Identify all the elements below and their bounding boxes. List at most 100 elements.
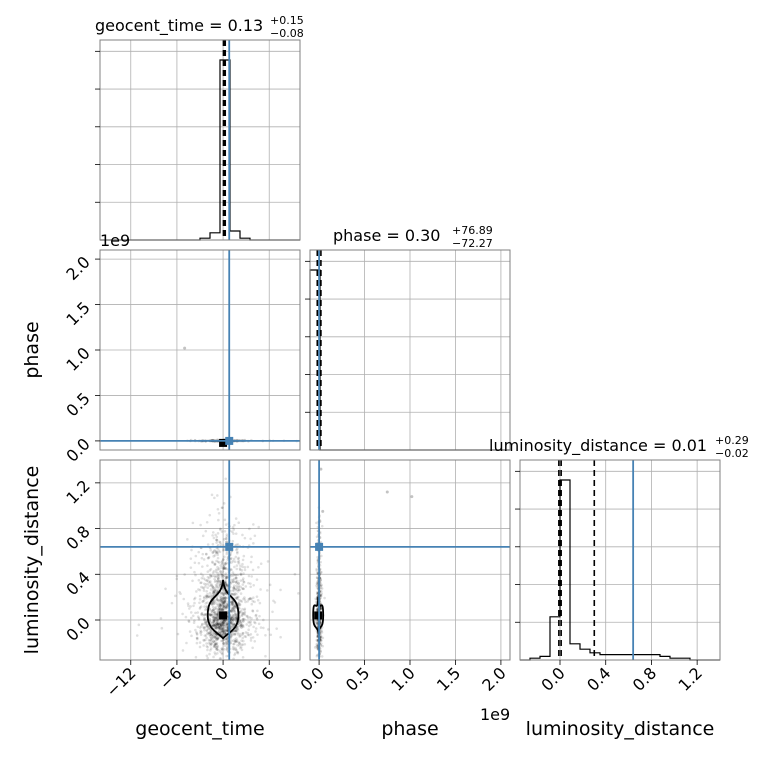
panel-geocent-ld-sample-point <box>242 597 245 601</box>
panel-geocent-ld-sample-point <box>219 623 223 627</box>
panel-geocent-ld-sample-point <box>215 616 219 620</box>
panel-geocent-ld-sample-point <box>232 657 235 661</box>
panel-geocent-ld-sample-point <box>200 630 203 634</box>
panel-geocent-ld-sample-point <box>241 587 245 591</box>
panel-geocent-ld-sample-point <box>204 620 208 624</box>
panel-geocent-ld-sample-point <box>220 599 223 603</box>
panel-geocent-ld-sample-point <box>223 566 227 570</box>
panel-geocent-ld-sample-point <box>216 648 220 652</box>
panel-geocent-ld-sample-point <box>202 558 206 561</box>
panel-geocent-ld-sample-point <box>200 585 203 589</box>
panel-geocent-phase-outlier-point <box>183 346 187 350</box>
geocent-time-x-tick-label: −6 <box>156 663 186 693</box>
panel-geocent-ld-sample-point <box>225 585 228 588</box>
panel-geocent-ld-sample-point <box>213 624 217 627</box>
luminosity-distance-y-tick-label: 0.4 <box>62 568 93 599</box>
panel-geocent-ld-sample-point <box>214 647 218 651</box>
panel-geocent-ld-sample-point <box>220 624 223 627</box>
panel-geocent-ld-sample-point <box>217 607 220 611</box>
panel-geocent-ld-sample-point <box>188 607 191 610</box>
panel-geocent-ld-sample-point <box>219 527 222 531</box>
panel-geocent-ld-sample-point <box>240 614 244 617</box>
panel-geocent-ld-sample-point <box>213 563 217 566</box>
panel-geocent-ld-sample-point <box>255 595 259 598</box>
panel-geocent-ld-sample-point <box>249 639 253 642</box>
panel-geocent-ld-sample-point <box>225 637 229 640</box>
panel-phase-ld-sample-point <box>320 554 323 558</box>
luminosity-distance-x-tick-label: 0.8 <box>629 663 660 694</box>
panel-geocent-ld-sample-point <box>251 609 254 612</box>
panel-geocent-ld-sample-point <box>212 600 215 604</box>
panel-geocent-ld-sample-point <box>219 605 223 608</box>
panel-geocent-ld-sample-point <box>233 610 236 613</box>
panel-geocent-ld-sample-point <box>195 630 198 634</box>
panel-geocent-ld-sample-point <box>217 625 221 629</box>
panel-geocent-ld-sample-point <box>222 593 226 596</box>
panel-geocent-ld-sample-point <box>215 559 218 563</box>
panel-geocent-ld-sample-point <box>220 639 223 643</box>
panel-geocent-ld-sample-point <box>232 614 235 618</box>
panel-geocent-ld-sample-point <box>243 598 247 602</box>
panel-geocent-ld-sample-point <box>242 587 245 591</box>
panel-geocent-ld-sample-point <box>225 622 229 626</box>
panel-geocent-ld-sample-point <box>231 616 234 620</box>
panel-geocent-ld-sample-point <box>229 622 233 625</box>
panel-geocent-ld-sample-point <box>218 657 222 660</box>
panel-geocent-ld-sample-point <box>208 573 212 577</box>
panel-geocent-ld-sample-point <box>234 629 238 633</box>
panel-geocent-ld-density-peak <box>219 611 228 620</box>
panel-geocent-ld-sample-point <box>224 477 228 481</box>
panel-geocent-ld-sample-point <box>224 621 227 625</box>
panel-phase-ld-sample-point <box>315 569 319 572</box>
panel-geocent-ld-sample-point <box>218 622 221 626</box>
panel-geocent-ld-sample-point <box>215 626 218 630</box>
panel-geocent-ld-sample-point <box>224 619 227 622</box>
panel-geocent-ld-sample-point <box>212 640 215 644</box>
panel-geocent-ld-sample-point <box>215 622 219 626</box>
panel-geocent-ld-sample-point <box>248 527 251 531</box>
panel-geocent-ld-sample-point <box>221 627 224 631</box>
panel-geocent-ld-sample-point <box>225 623 229 627</box>
panel-geocent-ld-sample-point <box>235 648 238 652</box>
panel-geocent-ld-sample-point <box>212 615 216 619</box>
panel-geocent-ld-sample-point <box>220 628 224 632</box>
panel-geocent-ld-sample-point <box>241 631 245 635</box>
panel-geocent-ld-sample-point <box>225 561 228 565</box>
panel-geocent-ld-sample-point <box>219 580 222 583</box>
panel-geocent-ld-sample-point <box>234 616 238 620</box>
panel-geocent-ld-sample-point <box>236 644 239 647</box>
panel-geocent-ld-sample-point <box>206 627 210 631</box>
panel-geocent-ld-sample-point <box>226 604 229 608</box>
panel-geocent-ld-sample-point <box>205 607 208 610</box>
panel-phase-ld-sample-point <box>320 629 324 633</box>
panel-geocent-ld-sample-point <box>219 569 222 573</box>
panel-geocent-ld-sample-point <box>218 602 221 606</box>
panel-geocent-ld-sample-point <box>231 606 235 610</box>
panel-geocent-ld-sample-point <box>271 610 274 614</box>
panel-geocent-ld-sample-point <box>246 616 250 620</box>
panel-geocent-ld-sample-point <box>214 636 218 639</box>
panel-geocent-ld-sample-point <box>205 620 209 624</box>
panel-geocent-ld-sample-point <box>240 648 244 652</box>
panel-geocent-ld-sample-point <box>222 604 226 608</box>
panel-geocent-ld-sample-point <box>233 653 236 657</box>
panel-geocent-ld-sample-point <box>224 637 228 641</box>
panel-geocent-ld-sample-point <box>233 608 236 611</box>
panel-geocent-ld-sample-point <box>221 629 225 633</box>
panel-geocent-ld-frame <box>99 459 301 661</box>
panel-geocent-ld-sample-point <box>220 606 223 610</box>
panel-geocent-ld-sample-point <box>205 595 209 599</box>
panel-geocent-ld-sample-point <box>207 625 210 629</box>
panel-geocent-ld-sample-point <box>216 579 220 583</box>
panel-geocent-ld-sample-point <box>210 633 213 637</box>
panel-geocent-ld-sample-point <box>234 576 238 579</box>
panel-geocent-ld-sample-point <box>250 555 253 559</box>
panel-geocent-ld-sample-point <box>202 582 206 586</box>
panel-geocent-ld-sample-point <box>242 572 245 575</box>
panel-geocent-ld-sample-point <box>222 622 225 626</box>
panel-geocent-ld-sample-point <box>246 565 250 569</box>
phase-y-tick-label: 1.5 <box>62 298 93 329</box>
panel-geocent-ld-sample-point <box>223 599 227 603</box>
panel-geocent-ld-sample-point <box>221 620 225 623</box>
panel-geocent-ld-sample-point <box>213 611 217 614</box>
